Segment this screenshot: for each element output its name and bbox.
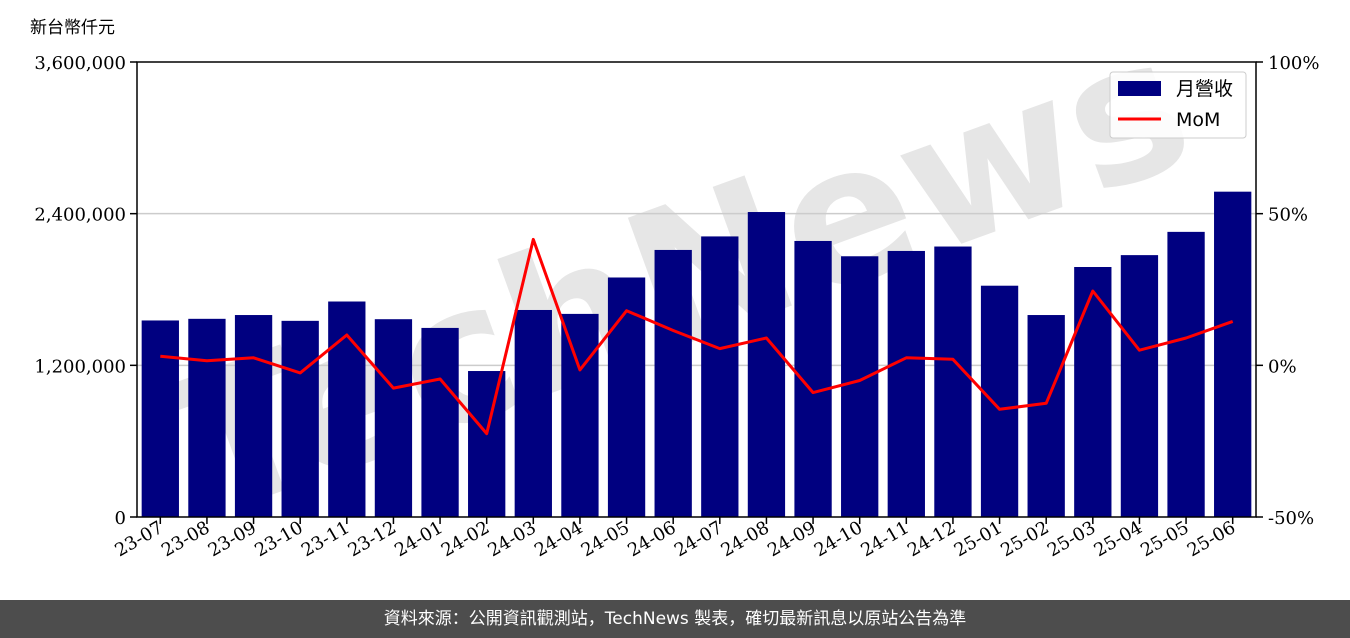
x-tick-label: 25-03 [1044, 517, 1099, 561]
x-tick-label: 24-04 [531, 517, 586, 561]
mom-line-series [160, 237, 1234, 436]
revenue-bar [934, 246, 972, 517]
revenue-bar [1027, 315, 1065, 517]
x-tick-label: 24-12 [904, 517, 959, 561]
x-tick-label: 24-08 [717, 517, 772, 561]
legend: 月營收 MoM [1109, 71, 1247, 139]
revenue-bar [887, 250, 925, 517]
y-axis-unit-label: 新台幣仟元 [30, 18, 115, 38]
revenue-bar [421, 327, 459, 517]
revenue-bar [188, 318, 226, 517]
x-tick-label: 25-05 [1137, 517, 1192, 561]
x-tick-label: 24-01 [391, 517, 446, 561]
y-left-tick-label: 2,400,000 [34, 205, 126, 226]
legend-label-mom: MoM [1176, 109, 1220, 131]
revenue-bar [654, 249, 692, 517]
revenue-bar [1120, 255, 1159, 517]
x-tick-label: 23-12 [344, 517, 399, 561]
x-tick-label: 24-07 [671, 517, 726, 561]
x-tick-label: 24-03 [484, 517, 539, 561]
x-tick-label: 24-09 [764, 517, 819, 561]
y-left-tick-label: 1,200,000 [34, 356, 126, 377]
x-tick-label: 24-05 [578, 517, 633, 561]
revenue-bar [747, 212, 786, 517]
x-tick-label: 25-01 [951, 517, 1006, 561]
x-tick-label: 24-06 [624, 517, 679, 561]
x-tick-label: 24-11 [857, 517, 912, 561]
x-tick-label: 25-04 [1090, 517, 1145, 561]
x-tick-label: 24-02 [438, 517, 493, 561]
mom-line [160, 237, 1234, 436]
bar-series [141, 191, 1252, 518]
revenue-bar [1074, 267, 1112, 517]
revenue-bar [281, 320, 319, 517]
y-right-tick-label: -50% [1268, 508, 1314, 529]
revenue-bar [980, 285, 1019, 517]
revenue-bar [514, 309, 552, 517]
revenue-bar [1214, 191, 1252, 518]
legend-label-revenue: 月營收 [1176, 78, 1233, 100]
legend-bar-swatch [1118, 81, 1161, 96]
x-tick-label: 23-08 [158, 517, 213, 561]
revenue-bar [841, 256, 879, 517]
grid-lines [137, 212, 1256, 367]
x-tick-label: 24-10 [811, 517, 866, 561]
source-footer: 資料來源：公開資訊觀測站，TechNews 製表，確切最新訊息以原站公告為準 [0, 600, 1350, 638]
revenue-bar [328, 301, 366, 517]
revenue-chart: TechNews 01,200,0002,400,0003,600,000-50… [30, 0, 1319, 561]
plot-frame [136, 61, 1257, 518]
x-tick-label: 25-06 [1184, 517, 1239, 561]
revenue-bar [561, 313, 599, 517]
revenue-bar [141, 320, 179, 517]
y-right-tick-label: 100% [1268, 53, 1319, 74]
x-tick-label: 25-02 [997, 517, 1052, 561]
revenue-bar [607, 277, 646, 517]
revenue-bar [234, 315, 273, 517]
y-right-tick-label: 50% [1268, 205, 1308, 226]
y-left-tick-label: 3,600,000 [34, 53, 126, 74]
revenue-bar [701, 236, 739, 517]
y-left-tick-label: 0 [115, 508, 126, 529]
revenue-bar [468, 371, 506, 517]
revenue-bar [1167, 231, 1205, 517]
revenue-bar [374, 319, 413, 517]
y-right-tick-label: 0% [1268, 356, 1297, 377]
